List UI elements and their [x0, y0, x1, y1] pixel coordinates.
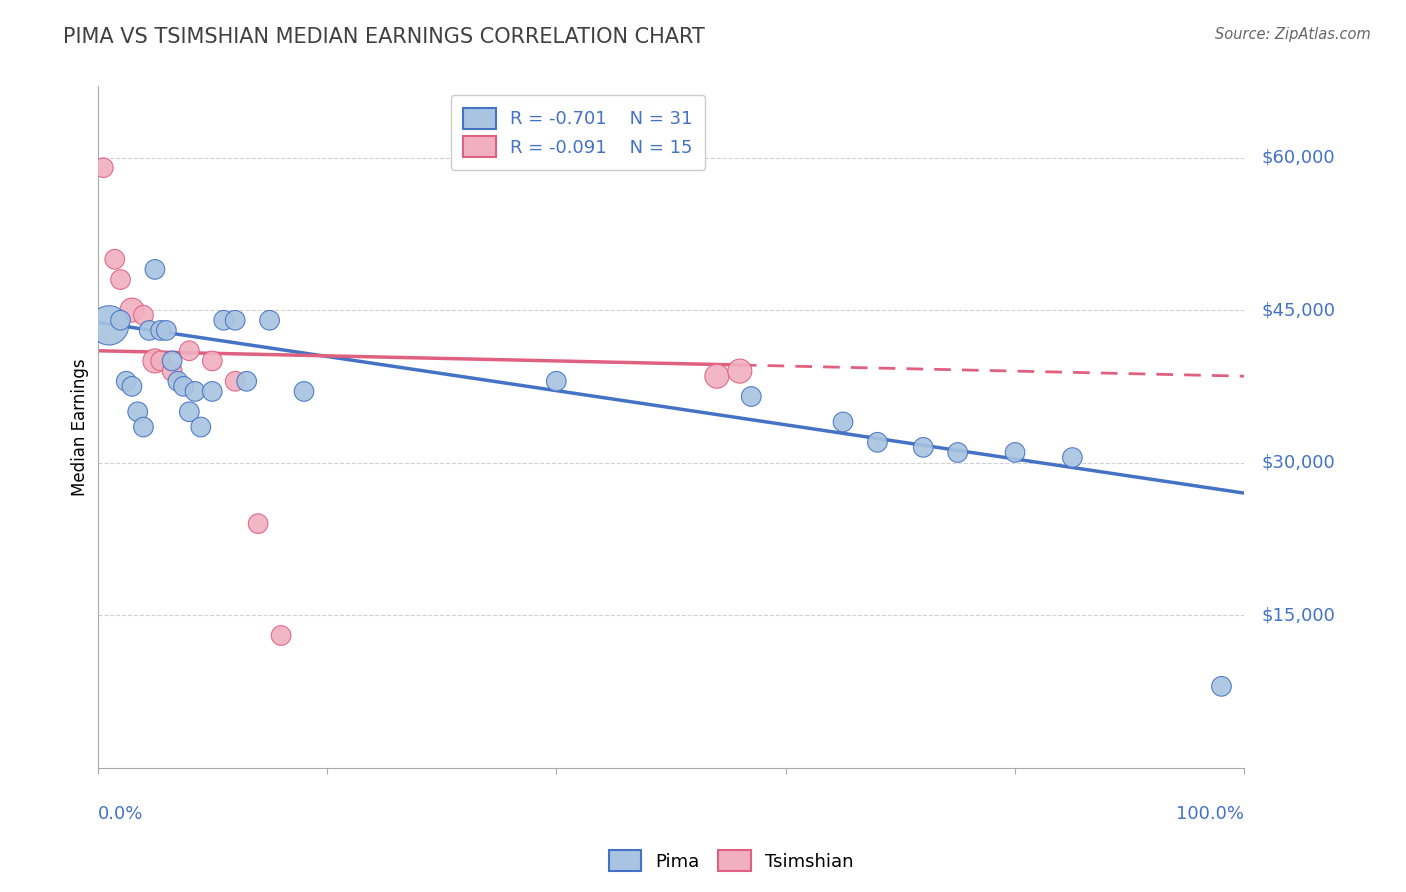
Point: [104, 252, 127, 267]
Legend: R = -0.701    N = 31, R = -0.091    N = 15: R = -0.701 N = 31, R = -0.091 N = 15: [451, 95, 706, 169]
Point: [160, 354, 183, 368]
Point: [143, 354, 166, 368]
Point: [132, 308, 155, 322]
Point: [127, 405, 149, 419]
Point: [138, 323, 160, 337]
Point: [184, 384, 207, 399]
Point: [121, 303, 143, 318]
Point: [224, 313, 246, 327]
Point: [946, 445, 969, 459]
Point: [1062, 450, 1084, 465]
Point: [98, 318, 121, 333]
Point: [247, 516, 270, 531]
Point: [115, 374, 138, 388]
Legend: Pima, Tsimshian: Pima, Tsimshian: [602, 843, 860, 879]
Point: [235, 374, 257, 388]
Point: [292, 384, 315, 399]
Text: 0.0%: 0.0%: [97, 805, 143, 823]
Point: [224, 374, 246, 388]
Point: [728, 364, 751, 378]
Text: $60,000: $60,000: [1261, 149, 1336, 167]
Text: PIMA VS TSIMSHIAN MEDIAN EARNINGS CORRELATION CHART: PIMA VS TSIMSHIAN MEDIAN EARNINGS CORREL…: [63, 27, 704, 46]
Point: [190, 420, 212, 434]
Point: [706, 369, 728, 384]
Point: [110, 272, 132, 286]
Point: [866, 435, 889, 450]
Text: $15,000: $15,000: [1261, 607, 1336, 624]
Point: [173, 379, 195, 393]
Point: [912, 441, 935, 455]
Point: [212, 313, 235, 327]
Point: [160, 364, 183, 378]
Point: [832, 415, 855, 429]
Point: [1211, 679, 1233, 693]
Point: [270, 628, 292, 642]
Point: [149, 323, 172, 337]
Text: Source: ZipAtlas.com: Source: ZipAtlas.com: [1215, 27, 1371, 42]
Point: [179, 343, 201, 358]
Point: [1004, 445, 1026, 459]
Point: [201, 384, 224, 399]
Point: [259, 313, 281, 327]
Point: [155, 323, 177, 337]
Text: $30,000: $30,000: [1261, 454, 1336, 472]
Text: $45,000: $45,000: [1261, 301, 1336, 319]
Y-axis label: Median Earnings: Median Earnings: [72, 359, 89, 496]
Point: [149, 354, 172, 368]
Point: [166, 374, 188, 388]
Point: [91, 161, 114, 175]
Point: [179, 405, 201, 419]
Point: [740, 390, 762, 404]
Point: [110, 313, 132, 327]
Point: [121, 379, 143, 393]
Text: 100.0%: 100.0%: [1177, 805, 1244, 823]
Point: [132, 420, 155, 434]
Point: [201, 354, 224, 368]
Point: [143, 262, 166, 277]
Point: [546, 374, 568, 388]
